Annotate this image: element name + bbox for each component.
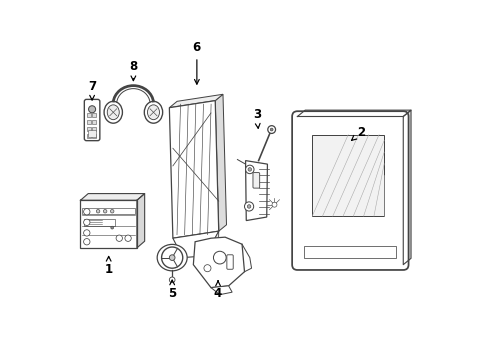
Circle shape <box>96 210 100 213</box>
Bar <box>87 113 90 117</box>
Circle shape <box>88 106 96 113</box>
Polygon shape <box>173 231 218 258</box>
Bar <box>304 246 395 258</box>
Circle shape <box>247 168 251 171</box>
Polygon shape <box>205 231 218 261</box>
Polygon shape <box>169 94 223 108</box>
Polygon shape <box>297 110 410 117</box>
Circle shape <box>83 219 90 225</box>
Text: 5: 5 <box>168 280 176 300</box>
Bar <box>92 120 96 124</box>
Circle shape <box>267 126 275 134</box>
Bar <box>92 113 96 117</box>
Ellipse shape <box>107 105 119 120</box>
Text: 4: 4 <box>213 281 222 300</box>
Text: 3: 3 <box>252 108 261 128</box>
Bar <box>81 200 137 248</box>
Circle shape <box>271 202 276 207</box>
Circle shape <box>103 210 107 213</box>
Bar <box>92 134 96 138</box>
Circle shape <box>111 226 113 229</box>
Bar <box>88 130 96 137</box>
Ellipse shape <box>147 105 159 120</box>
FancyBboxPatch shape <box>226 255 233 269</box>
Ellipse shape <box>144 101 163 123</box>
Polygon shape <box>193 237 244 288</box>
Ellipse shape <box>157 244 187 271</box>
Text: 2: 2 <box>351 126 364 140</box>
Polygon shape <box>169 100 218 238</box>
FancyBboxPatch shape <box>84 99 100 141</box>
Polygon shape <box>137 194 144 248</box>
Polygon shape <box>81 194 144 200</box>
Bar <box>87 120 90 124</box>
Polygon shape <box>215 94 226 231</box>
Circle shape <box>169 277 175 283</box>
Circle shape <box>110 210 114 213</box>
Circle shape <box>124 235 131 242</box>
Circle shape <box>161 247 183 268</box>
Circle shape <box>244 202 253 211</box>
FancyBboxPatch shape <box>291 111 407 270</box>
Bar <box>84 219 115 225</box>
Text: 8: 8 <box>129 60 137 81</box>
Circle shape <box>83 230 90 236</box>
Polygon shape <box>210 286 232 294</box>
Circle shape <box>83 208 90 215</box>
Text: 1: 1 <box>104 256 113 276</box>
Circle shape <box>169 255 175 260</box>
Circle shape <box>270 128 272 131</box>
Polygon shape <box>403 110 410 265</box>
Circle shape <box>247 205 250 208</box>
Bar <box>87 127 90 131</box>
Bar <box>312 135 384 216</box>
Circle shape <box>83 239 90 245</box>
Circle shape <box>213 251 225 264</box>
Polygon shape <box>245 161 267 221</box>
Text: 7: 7 <box>88 80 96 100</box>
Circle shape <box>245 165 253 174</box>
Bar <box>82 208 135 215</box>
Ellipse shape <box>104 101 122 123</box>
Circle shape <box>116 235 122 242</box>
Bar <box>87 134 90 138</box>
FancyBboxPatch shape <box>252 172 259 188</box>
Text: 6: 6 <box>192 41 201 84</box>
Bar <box>92 127 96 131</box>
Circle shape <box>203 265 210 272</box>
